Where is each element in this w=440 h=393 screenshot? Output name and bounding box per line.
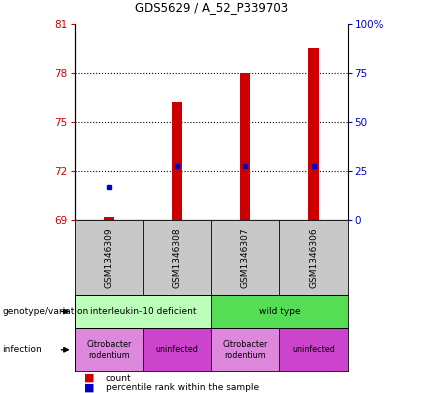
Bar (279, 328, 348, 371)
Bar (240, 73, 250, 220)
Text: uninfected: uninfected (292, 345, 335, 354)
Text: GSM1346309: GSM1346309 (104, 227, 114, 288)
Bar (143, 328, 211, 371)
Bar (211, 328, 279, 371)
Text: count: count (106, 374, 131, 382)
Bar (75, 328, 143, 371)
Text: ■: ■ (84, 383, 94, 393)
Text: Citrobacter
rodentium: Citrobacter rodentium (86, 340, 132, 360)
Bar (104, 217, 114, 220)
Text: GSM1346306: GSM1346306 (309, 227, 318, 288)
Text: GSM1346307: GSM1346307 (241, 227, 250, 288)
Text: Citrobacter
rodentium: Citrobacter rodentium (223, 340, 268, 360)
Text: genotype/variation: genotype/variation (2, 307, 88, 316)
Text: infection: infection (2, 345, 42, 354)
Text: percentile rank within the sample: percentile rank within the sample (106, 384, 259, 392)
Bar (308, 48, 319, 220)
Text: interleukin-10 deficient: interleukin-10 deficient (90, 307, 196, 316)
Bar (75, 295, 211, 328)
Text: wild type: wild type (259, 307, 300, 316)
Text: ■: ■ (84, 373, 94, 383)
Text: GSM1346308: GSM1346308 (172, 227, 182, 288)
Text: GDS5629 / A_52_P339703: GDS5629 / A_52_P339703 (135, 1, 288, 14)
Bar (172, 102, 182, 220)
Bar (211, 295, 348, 328)
Text: uninfected: uninfected (156, 345, 198, 354)
